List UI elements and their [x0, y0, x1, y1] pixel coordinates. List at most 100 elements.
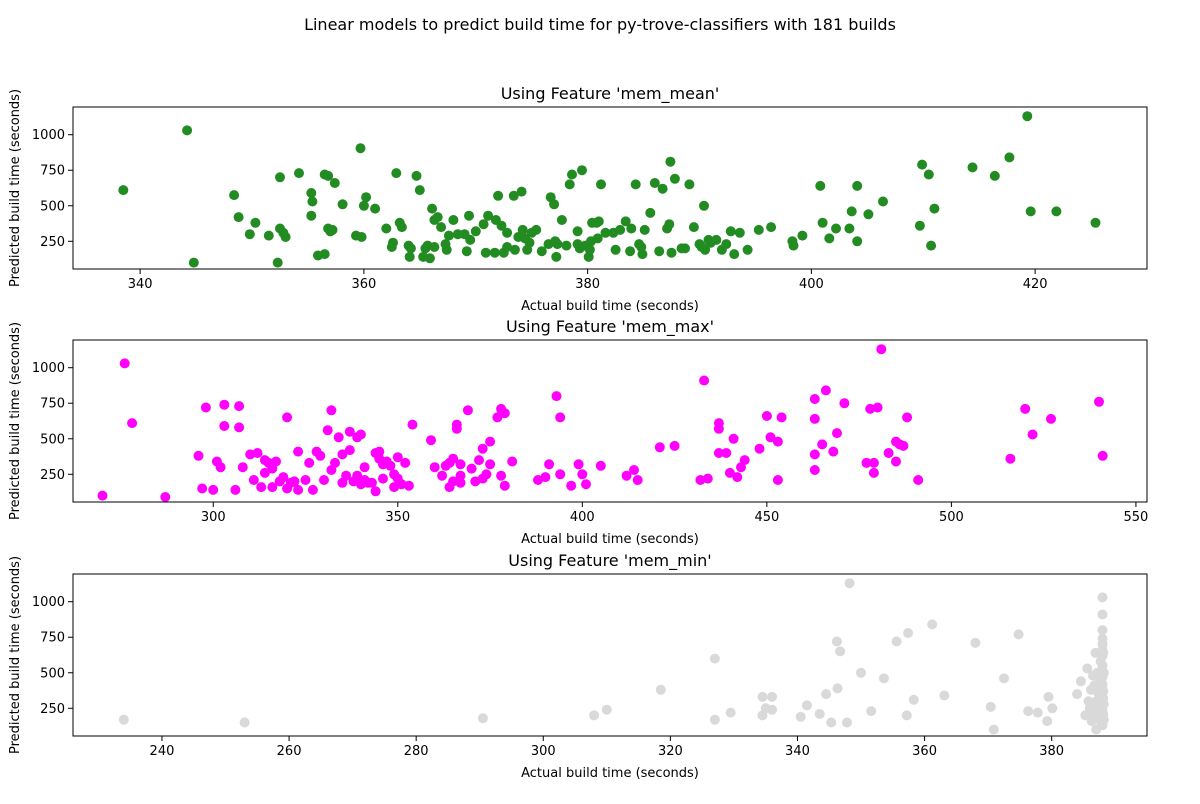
data-point	[451, 419, 462, 430]
data-point	[374, 446, 385, 457]
y-axis-label: Predicted build time (seconds)	[8, 89, 23, 287]
x-tick-label: 280	[404, 744, 429, 759]
x-tick-label: 380	[1039, 744, 1064, 759]
data-point	[809, 394, 820, 404]
data-point	[1094, 396, 1104, 407]
data-point	[902, 412, 913, 423]
data-point	[1025, 206, 1036, 217]
data-point	[478, 219, 489, 230]
data-points	[118, 578, 1109, 735]
data-point	[234, 422, 245, 433]
data-point	[809, 413, 820, 424]
data-point	[680, 243, 690, 254]
data-point	[403, 480, 414, 491]
data-point	[230, 484, 241, 495]
data-point	[396, 222, 407, 233]
data-point	[531, 224, 542, 235]
data-point	[1075, 676, 1086, 687]
data-point	[293, 446, 304, 457]
data-point	[267, 482, 278, 493]
data-point	[197, 483, 208, 494]
data-point	[455, 470, 466, 481]
data-point	[809, 465, 820, 475]
data-point	[863, 209, 874, 220]
y-tick-label: 750	[40, 631, 65, 646]
data-point	[388, 237, 398, 248]
data-point	[271, 456, 281, 467]
data-point	[323, 170, 334, 181]
data-point	[307, 484, 318, 495]
data-point	[1032, 707, 1043, 718]
data-point	[821, 689, 832, 700]
data-point	[182, 125, 193, 136]
data-point	[429, 462, 440, 473]
data-point	[797, 230, 808, 241]
data-point	[828, 446, 839, 457]
x-tick-label: 300	[531, 744, 556, 759]
x-tick-label: 380	[575, 277, 600, 292]
data-point	[772, 475, 783, 485]
data-point	[517, 224, 528, 235]
data-point	[664, 219, 675, 230]
data-point	[337, 449, 348, 460]
data-point	[233, 212, 244, 223]
data-point	[654, 246, 665, 257]
data-point	[655, 684, 666, 695]
data-point	[344, 426, 355, 437]
subplot-2: 300 350 400 450 500 550 250 500 750 1000 Using Fea…	[8, 317, 1148, 547]
data-point	[248, 475, 259, 485]
data-point	[724, 467, 735, 478]
data-point	[626, 223, 637, 234]
data-point	[448, 453, 459, 464]
data-point	[551, 251, 562, 262]
data-point	[988, 724, 999, 735]
data-point	[1098, 647, 1109, 658]
data-point	[1097, 450, 1108, 461]
data-point	[193, 450, 204, 461]
data-point	[329, 178, 340, 188]
data-point	[630, 179, 641, 190]
data-point	[753, 224, 764, 235]
data-point	[294, 168, 304, 179]
data-point	[502, 227, 513, 238]
data-point	[1090, 217, 1101, 228]
data-point	[666, 247, 677, 258]
data-point	[496, 220, 507, 231]
data-point	[282, 412, 293, 423]
data-point	[913, 475, 924, 485]
data-point	[391, 168, 402, 179]
data-point	[595, 460, 606, 471]
data-point	[1004, 152, 1015, 163]
data-point	[293, 484, 304, 495]
data-point	[483, 210, 494, 221]
data-point	[711, 234, 722, 245]
data-point	[1098, 667, 1109, 678]
data-point	[127, 418, 138, 429]
data-point	[1043, 691, 1054, 702]
data-point	[485, 459, 496, 470]
data-point	[824, 233, 835, 244]
data-points	[97, 344, 1108, 502]
data-point	[470, 226, 481, 237]
data-point	[443, 230, 454, 241]
data-point	[669, 173, 680, 184]
x-axis-label: Actual build time (seconds)	[521, 766, 699, 781]
data-point	[725, 226, 736, 237]
data-point	[306, 210, 317, 221]
data-point	[725, 707, 736, 718]
data-point	[370, 203, 381, 214]
data-point	[551, 391, 562, 402]
data-point	[865, 403, 876, 414]
data-point	[581, 479, 591, 490]
data-point	[989, 170, 1000, 181]
x-axis-label: Actual build time (seconds)	[521, 532, 699, 547]
data-point	[524, 237, 535, 248]
data-point	[499, 408, 510, 419]
data-point	[564, 179, 575, 190]
data-point	[466, 463, 477, 474]
data-point	[1082, 663, 1093, 674]
data-point	[1027, 429, 1038, 440]
data-point	[757, 691, 768, 702]
x-tick-label: 340	[128, 277, 153, 292]
